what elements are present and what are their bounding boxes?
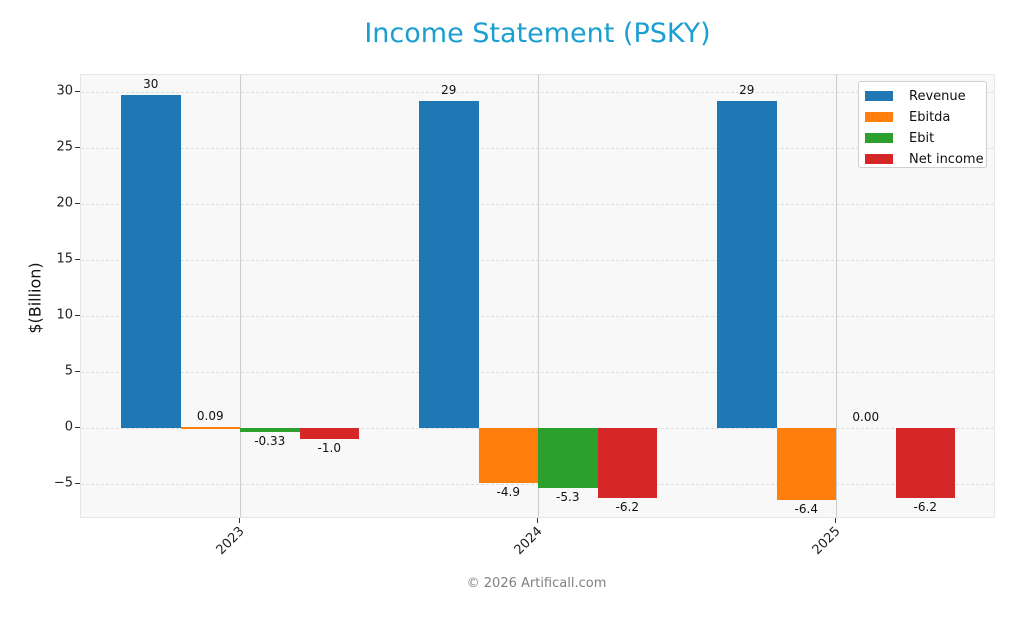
- y-tick-mark: [75, 202, 80, 204]
- y-tick-label: 10: [56, 307, 73, 323]
- bar-value-label: -6.2: [615, 499, 639, 514]
- y-tick-label: 25: [56, 139, 73, 155]
- x-tick-label: 2023: [213, 524, 248, 559]
- legend-label: Net income: [909, 151, 984, 167]
- legend-item-ebit: Ebit: [865, 128, 934, 148]
- bar-net-income: [299, 428, 359, 440]
- gridline-vertical: [836, 75, 837, 517]
- gridline-horizontal: [81, 203, 994, 205]
- chart-title: Income Statement (PSKY): [364, 18, 711, 49]
- bar-value-label: -5.3: [556, 489, 580, 504]
- bar-value-label: 29: [441, 82, 457, 97]
- x-tick-mark: [835, 518, 836, 523]
- bar-revenue: [121, 95, 181, 429]
- x-tick-label: 2024: [511, 524, 546, 559]
- legend-label: Ebitda: [909, 109, 951, 125]
- gridline-vertical: [240, 75, 241, 517]
- legend-label: Ebit: [909, 130, 935, 146]
- gridline-horizontal: [81, 91, 994, 93]
- y-tick-label: 15: [56, 251, 73, 267]
- gridline-horizontal: [81, 484, 994, 486]
- bar-ebitda: [180, 427, 240, 429]
- y-tick-mark: [75, 146, 80, 148]
- y-tick-label: 0: [64, 419, 73, 435]
- x-tick-mark: [239, 518, 240, 523]
- gridline-horizontal: [81, 316, 994, 318]
- bar-value-label: -6.2: [913, 499, 937, 514]
- y-tick-label: −5: [53, 475, 73, 491]
- plot-area: 30 29 29 0.09 -4.9 -6.4 -0.33 -5.3 0.00 -1.0 -6.2 -…: [80, 74, 995, 518]
- bar-net-income: [895, 428, 955, 498]
- y-tick-mark: [75, 371, 80, 373]
- legend-item-net-income: Net income: [865, 149, 984, 169]
- legend-swatch: [865, 112, 893, 122]
- legend-item-revenue: Revenue: [865, 86, 966, 106]
- bar-value-label: 29: [739, 82, 755, 97]
- bar-ebit: [538, 428, 598, 488]
- y-tick-mark: [75, 483, 80, 485]
- bar-net-income: [597, 428, 657, 498]
- y-tick-label: 30: [56, 83, 73, 99]
- legend-swatch: [865, 91, 893, 101]
- bar-value-label: 0.09: [196, 409, 224, 424]
- bar-value-label: -4.9: [496, 485, 520, 500]
- y-tick-label: 20: [56, 195, 73, 211]
- y-tick-label: 5: [64, 363, 73, 379]
- bar-value-label: -1.0: [317, 441, 341, 456]
- x-tick-mark: [537, 518, 538, 523]
- bar-ebit: [240, 428, 300, 432]
- bar-revenue: [717, 100, 777, 429]
- legend: Revenue Ebitda Ebit Net income: [858, 81, 987, 168]
- gridline-horizontal: [81, 372, 994, 374]
- bar-value-label: -0.33: [254, 433, 286, 448]
- legend-label: Revenue: [909, 88, 966, 104]
- gridline-horizontal: [81, 147, 994, 149]
- legend-swatch: [865, 133, 893, 143]
- y-tick-mark: [75, 315, 80, 317]
- y-tick-mark: [75, 90, 80, 92]
- bar-ebitda: [776, 428, 836, 500]
- bar-value-label: 30: [143, 77, 159, 92]
- y-axis-label: $(Billion): [25, 262, 45, 334]
- gridline-horizontal: [81, 260, 994, 261]
- bar-value-label: -6.4: [794, 501, 818, 516]
- legend-swatch: [865, 154, 893, 164]
- bar-revenue: [419, 100, 479, 429]
- copyright-footer: © 2026 Artificall.com: [466, 576, 607, 591]
- y-tick-mark: [75, 259, 80, 260]
- legend-item-ebitda: Ebitda: [865, 107, 950, 127]
- bar-value-label: 0.00: [852, 410, 880, 425]
- y-tick-mark: [75, 427, 80, 429]
- gridline-vertical: [538, 75, 539, 517]
- x-tick-label: 2025: [809, 524, 844, 559]
- bar-ebitda: [478, 428, 538, 484]
